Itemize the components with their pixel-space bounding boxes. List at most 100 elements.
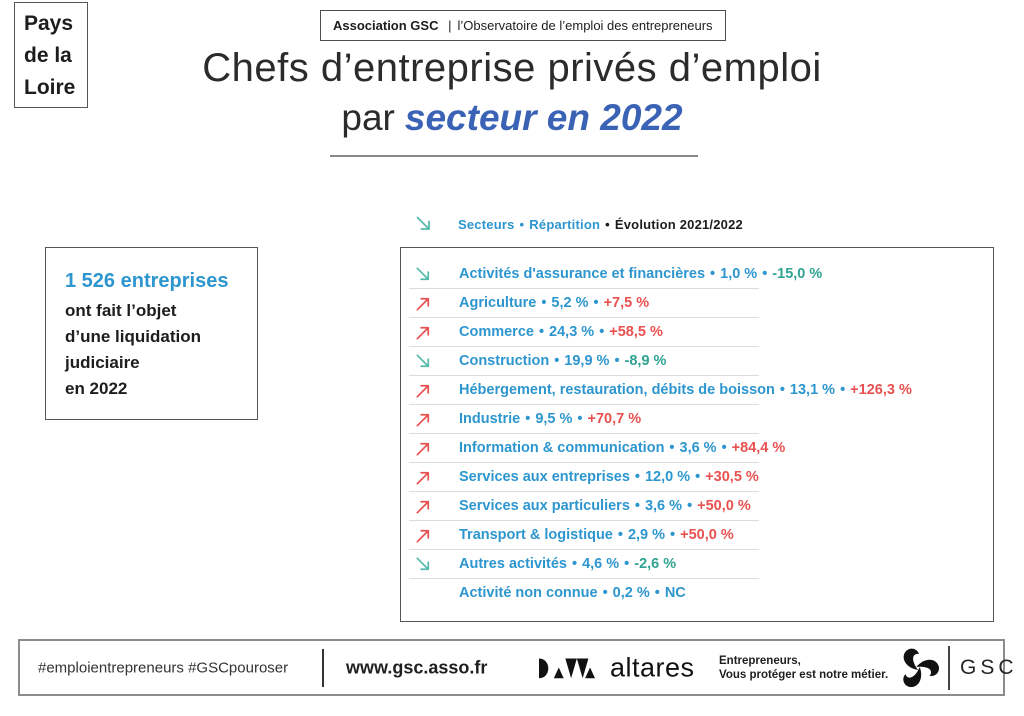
footer-divider <box>948 645 950 690</box>
sector-evolution: +50,0 % <box>697 498 751 514</box>
sector-evolution: +50,0 % <box>680 527 734 543</box>
sector-evolution: +70,7 % <box>587 411 642 427</box>
sector-evolution: +30,5 % <box>705 469 759 485</box>
bullet-separator: • <box>710 266 716 282</box>
sector-evolution: -15,0 % <box>772 266 823 282</box>
sector-share: 12,0 % <box>644 469 691 485</box>
bullet-separator: • <box>605 216 610 232</box>
title-prefix: par <box>341 97 395 138</box>
title-underline <box>330 155 698 157</box>
page-title-line1: Chefs d’entreprise privés d’emploi <box>202 46 822 90</box>
bullet-separator: • <box>617 527 623 543</box>
sector-row: Hébergement, restauration, débits de boi… <box>401 376 993 405</box>
observatory-subtitle: l’Observatoire de l’emploi des entrepren… <box>457 18 713 33</box>
liquidation-stat-box: 1 526 entreprises ont fait l’objet d’une… <box>45 247 258 420</box>
bullet-separator: • <box>654 585 660 601</box>
altares-logo: altares <box>528 652 695 683</box>
header-col-secteurs: Secteurs <box>458 216 515 232</box>
sector-row: Services aux entreprises • 12,0 % • +30,5 % <box>401 463 993 492</box>
bullet-separator: • <box>670 527 676 543</box>
trend-down-icon <box>414 214 434 234</box>
trend-arrow-icon <box>414 352 433 371</box>
trend-arrow-icon <box>414 555 433 574</box>
sector-name: Services aux entreprises <box>459 469 630 485</box>
bullet-separator: • <box>721 440 727 456</box>
bullet-separator: • <box>762 266 768 282</box>
sector-name: Agriculture <box>459 295 537 311</box>
sector-share: 9,5 % <box>535 411 573 427</box>
gsc-wordmark: GSC <box>960 655 1018 679</box>
trend-arrow-icon <box>414 497 433 516</box>
association-name: Association GSC <box>333 18 439 33</box>
sector-row: Industrie • 9,5 % • +70,7 % <box>401 405 993 434</box>
table-header: Secteurs • Répartition • Évolution 2021/… <box>414 213 743 235</box>
sector-share: 0,2 % <box>612 585 650 601</box>
trend-arrow-icon <box>414 265 433 284</box>
sector-name: Commerce <box>459 324 534 340</box>
header-col-evolution: Évolution 2021/2022 <box>614 216 743 232</box>
sector-name: Transport & logistique <box>459 527 613 543</box>
sector-name: Construction <box>459 353 550 369</box>
sector-row: Autres activités • 4,6 % • -2,6 % <box>401 550 993 579</box>
hashtags-text: #emploientrepreneurs #GSCpouroser <box>38 659 289 676</box>
region-label: Pays de la Loire <box>14 2 88 108</box>
website-url: www.gsc.asso.fr <box>346 657 488 677</box>
trend-arrow-icon <box>414 323 433 342</box>
stat-headline: 1 526 entreprises <box>65 270 229 292</box>
footer-divider <box>322 648 324 687</box>
bullet-separator: • <box>669 440 675 456</box>
sector-name: Information & communication <box>459 440 665 456</box>
bullet-separator: • <box>525 411 531 427</box>
sector-evolution: +126,3 % <box>850 382 912 398</box>
sector-row: Transport & logistique • 2,9 % • +50,0 % <box>401 521 993 550</box>
sector-name: Activités d'assurance et financières <box>459 266 706 282</box>
trend-arrow-icon <box>414 410 433 429</box>
sector-evolution: +58,5 % <box>609 324 663 340</box>
association-badge: Association GSC | l’Observatoire de l’emp… <box>320 10 726 41</box>
sector-share: 13,1 % <box>789 382 836 398</box>
sector-evolution: NC <box>664 585 686 601</box>
bullet-separator: • <box>634 469 640 485</box>
bullet-separator: • <box>541 295 547 311</box>
bullet-separator: • <box>519 216 525 232</box>
header-col-repartition: Répartition <box>529 216 601 232</box>
sector-evolution: +7,5 % <box>603 295 650 311</box>
sector-evolution: -8,9 % <box>624 353 667 369</box>
bullet-separator: • <box>554 353 560 369</box>
sector-share: 1,0 % <box>720 266 758 282</box>
bullet-separator: • <box>599 324 605 340</box>
gsc-pinwheel-icon <box>896 646 940 690</box>
bullet-separator: • <box>779 382 785 398</box>
sector-row: Commerce • 24,3 % • +58,5 % <box>401 318 993 347</box>
sector-row: Services aux particuliers • 3,6 % • +50,0 % <box>401 492 993 521</box>
bullet-separator: • <box>572 556 578 572</box>
trend-arrow-icon <box>414 439 433 458</box>
title-highlight: secteur en 2022 <box>404 97 683 138</box>
sector-row: Activités d'assurance et financières • 1,0… <box>401 260 993 289</box>
sector-row: Activité non connue • 0,2 % • NC <box>401 579 993 608</box>
stat-body: ont fait l’objet d’une liquidation judic… <box>65 301 201 398</box>
bullet-separator: • <box>538 324 545 340</box>
page-title-line2: par secteur en 2022 <box>0 97 1024 139</box>
bullet-separator: • <box>593 295 599 311</box>
altares-wordmark: altares <box>610 652 695 682</box>
trend-arrow-icon <box>414 294 433 313</box>
altares-logo-icon <box>528 654 610 682</box>
bullet-separator: • <box>624 556 630 572</box>
sector-share: 4,6 % <box>582 556 620 572</box>
sector-name: Autres activités <box>459 556 567 572</box>
sector-share: 19,9 % <box>564 353 610 369</box>
sector-name: Industrie <box>459 411 521 427</box>
sector-row: Construction • 19,9 % • -8,9 % <box>401 347 993 376</box>
sector-row: Information & communication • 3,6 % • +84,4 … <box>401 434 993 463</box>
sector-evolution: -2,6 % <box>634 556 677 572</box>
trend-arrow-icon <box>414 468 433 487</box>
sector-name: Services aux particuliers <box>459 498 630 514</box>
badge-divider: | <box>448 18 452 33</box>
trend-arrow-icon <box>414 526 433 545</box>
sector-row: Agriculture • 5,2 % • +7,5 % <box>401 289 993 318</box>
bullet-separator: • <box>577 411 583 427</box>
sector-table: Activités d'assurance et financières • 1,0… <box>400 247 994 622</box>
gsc-tagline: Entrepreneurs, Vous protéger est notre m… <box>719 654 889 681</box>
bullet-separator: • <box>614 353 620 369</box>
